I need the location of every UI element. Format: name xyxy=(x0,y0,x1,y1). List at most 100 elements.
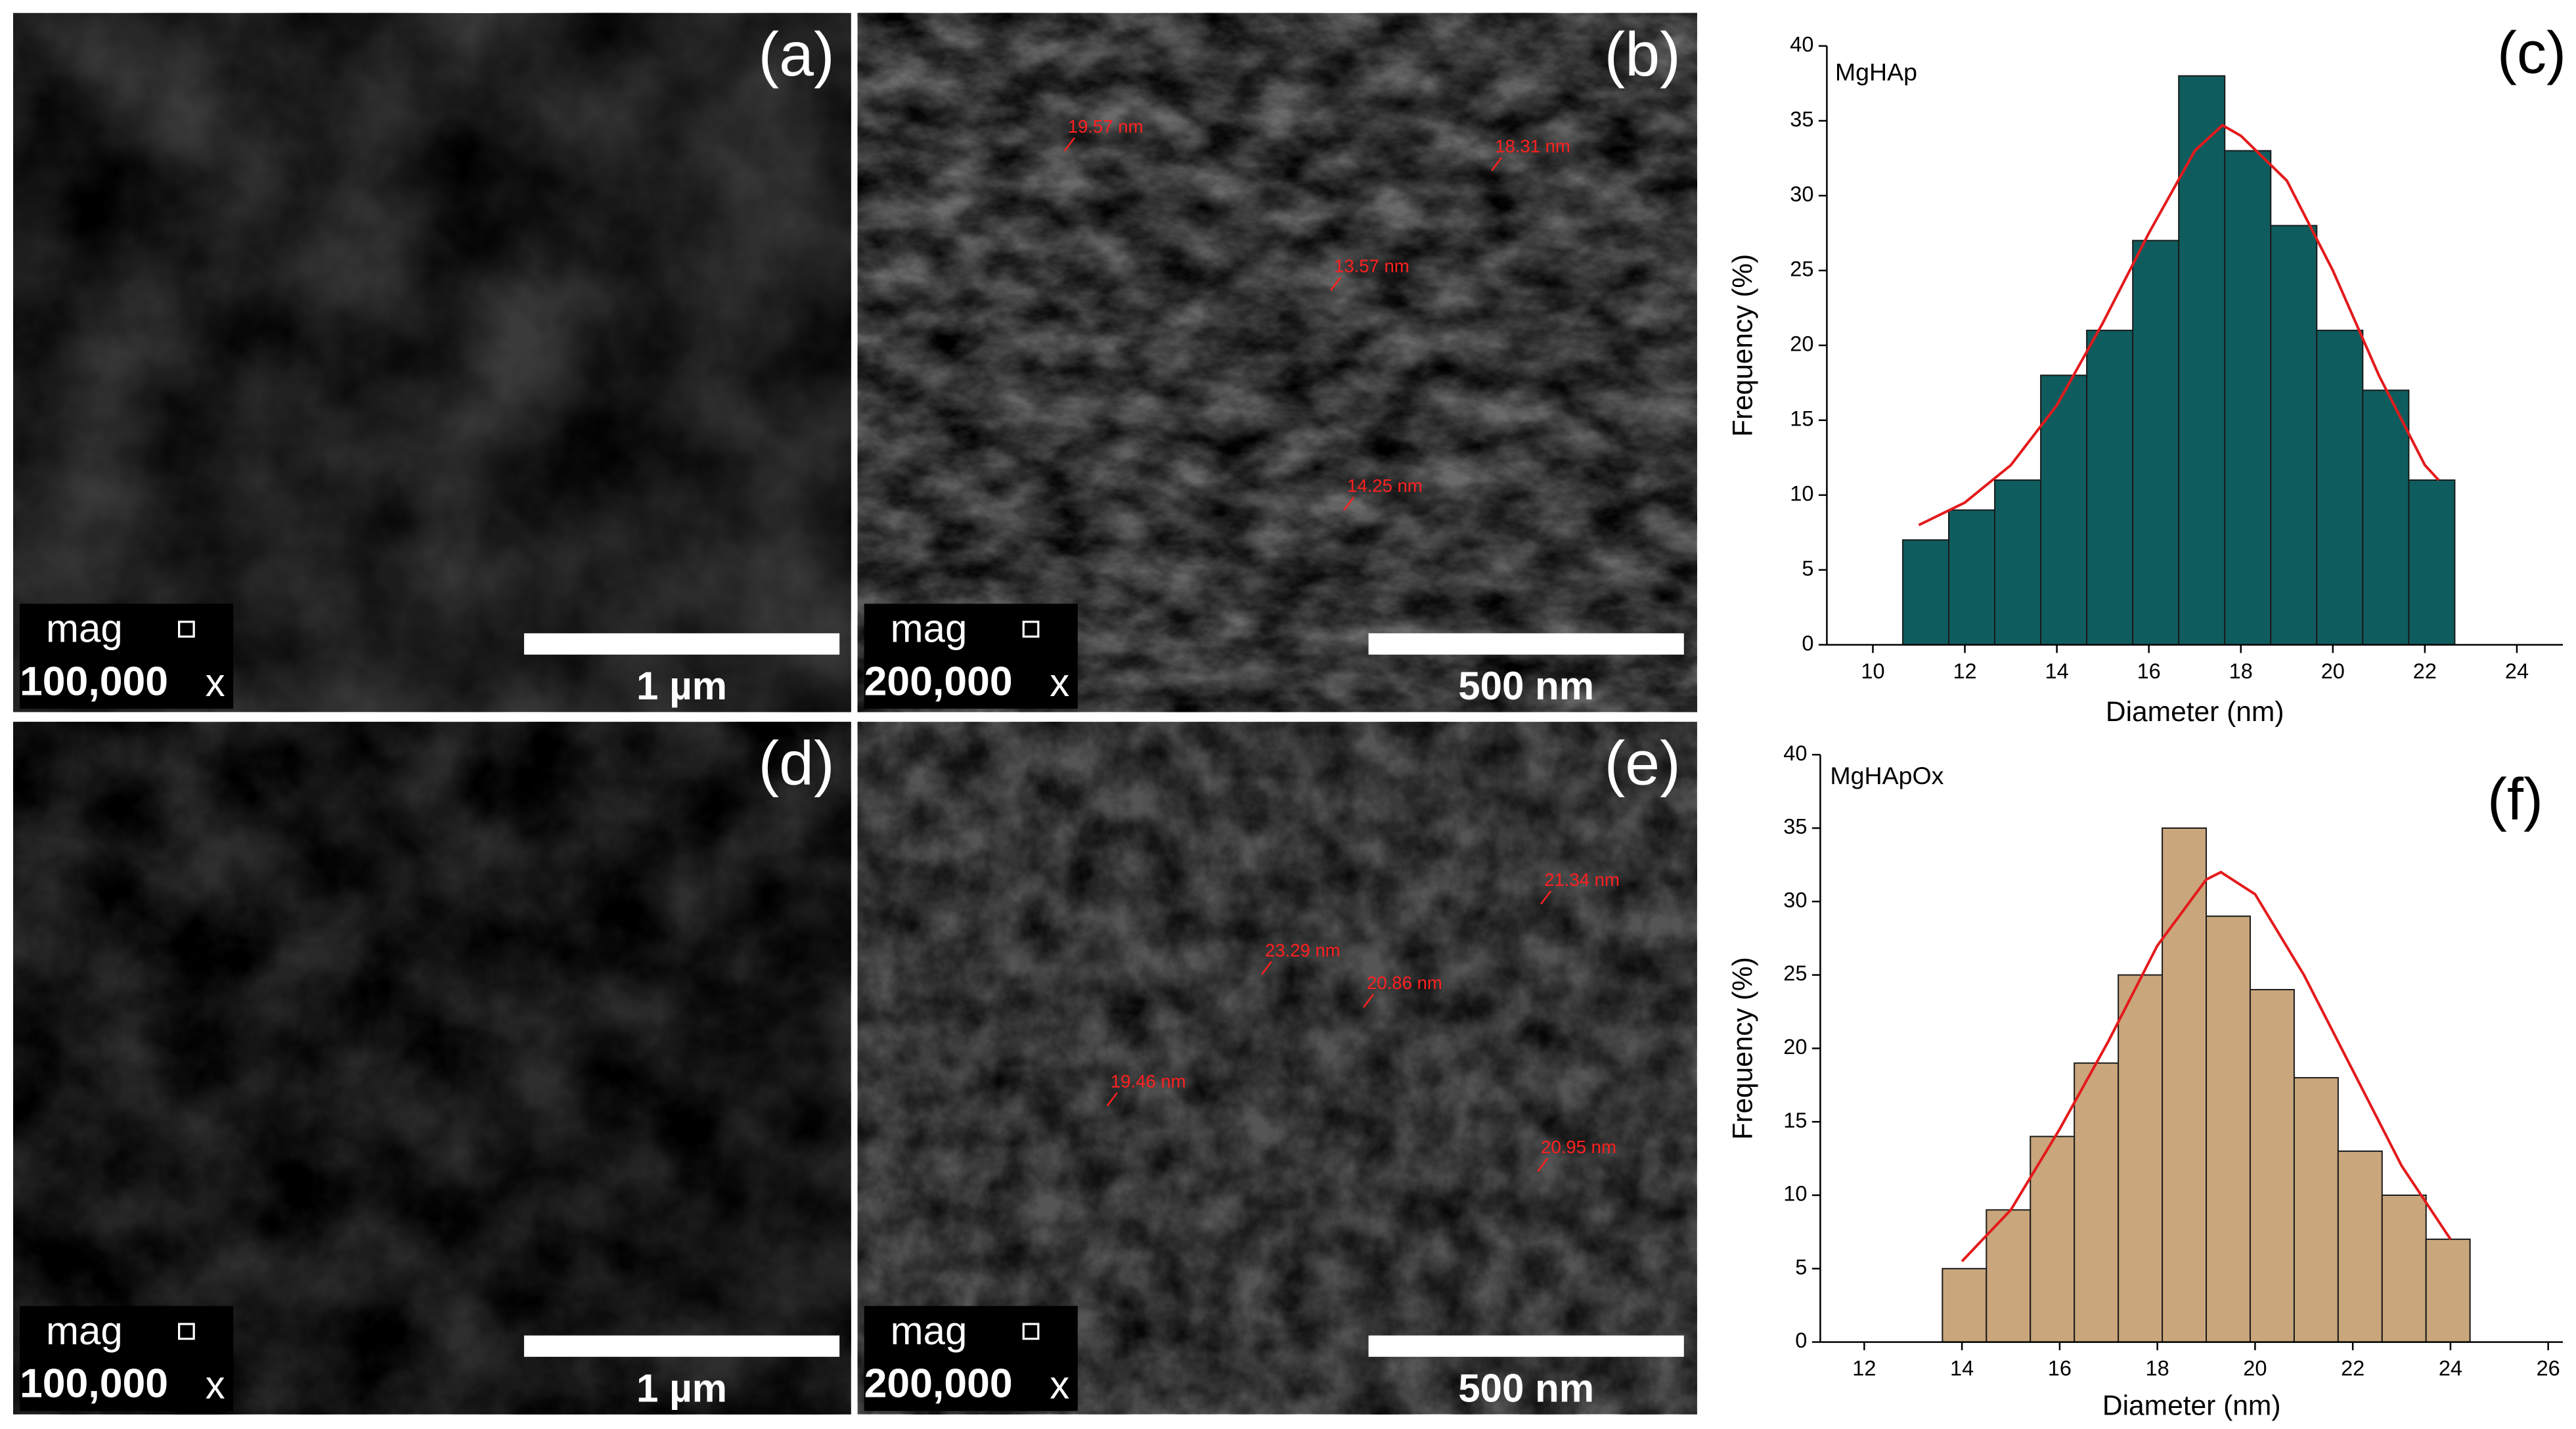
mag-box xyxy=(864,604,1078,709)
measurement: 20.86 nm xyxy=(1367,973,1442,993)
histogram-bar xyxy=(2293,1077,2339,1343)
histogram-bar xyxy=(2030,1135,2076,1343)
sem-image-texture xyxy=(13,12,851,713)
mag-box xyxy=(864,1306,1078,1411)
x-tick-label: 22 xyxy=(2341,1357,2365,1380)
y-tick-label: 40 xyxy=(1790,33,1813,56)
measure-line xyxy=(1063,137,1075,152)
scale-bar-label: 1 µm xyxy=(636,1366,727,1410)
histogram-bar xyxy=(2270,225,2318,646)
mag-value: 100,000 xyxy=(20,658,168,704)
histogram-bar xyxy=(2206,915,2251,1343)
histogram-bar xyxy=(2118,974,2164,1343)
mag-icon xyxy=(1022,1323,1040,1340)
histogram-bar xyxy=(2178,75,2226,646)
mag-unit: x xyxy=(1050,661,1069,705)
mag-label: mag xyxy=(46,607,123,651)
x-tick-label: 24 xyxy=(2505,659,2529,683)
histogram-bar xyxy=(2249,988,2295,1343)
y-tick-label: 0 xyxy=(1795,1329,1807,1352)
histogram-bar xyxy=(1948,509,1996,646)
x-tick-label: 18 xyxy=(2146,1357,2169,1380)
scale-bar xyxy=(1368,633,1684,655)
x-tick-label: 20 xyxy=(2243,1357,2267,1380)
y-tick-label: 5 xyxy=(1795,1255,1807,1279)
sem-panels: (a) mag 100,000 x 1 µm (b) mag 200,000 x 500 nm 19… xyxy=(13,12,1697,1415)
panel-label: (d) xyxy=(758,728,834,798)
mag-box xyxy=(20,1306,234,1411)
histogram-bar xyxy=(2162,827,2208,1343)
annotation: MgHAp xyxy=(1835,58,1917,85)
histogram-bar xyxy=(2337,1150,2383,1343)
mag-icon xyxy=(178,621,195,638)
y-tick-label: 30 xyxy=(1790,183,1813,206)
x-axis-label: Diameter (nm) xyxy=(2102,1391,2281,1422)
annotation: MgHApOx xyxy=(1830,762,1943,789)
y-tick-label: 10 xyxy=(1790,481,1813,505)
panel-label: (a) xyxy=(758,20,834,89)
histogram-bar xyxy=(1901,539,1950,646)
x-tick-label: 12 xyxy=(1852,1357,1876,1380)
measure-line xyxy=(1537,1158,1549,1172)
measurement: 19.46 nm xyxy=(1111,1071,1186,1091)
measure-line xyxy=(1363,994,1375,1008)
y-tick-label: 15 xyxy=(1783,1109,1807,1132)
mag-box xyxy=(20,604,234,709)
scale-bar xyxy=(1368,1335,1684,1357)
x-tick-label: 26 xyxy=(2537,1357,2560,1380)
x-tick-label: 16 xyxy=(2048,1357,2072,1380)
sem-image-texture xyxy=(13,722,851,1415)
x-tick-label: 10 xyxy=(1861,659,1884,683)
scale-bar-label: 500 nm xyxy=(1458,1366,1594,1410)
panel-label: (e) xyxy=(1605,728,1681,798)
y-tick-label: 40 xyxy=(1783,741,1807,765)
y-tick-label: 20 xyxy=(1790,332,1813,355)
measurement: 18.31 nm xyxy=(1495,136,1570,156)
histogram-bar xyxy=(2408,479,2456,646)
y-tick-label: 30 xyxy=(1783,888,1807,912)
histogram-bar xyxy=(2362,389,2410,646)
sem-image-texture xyxy=(857,722,1697,1415)
y-tick-label: 35 xyxy=(1790,108,1813,131)
histogram-bar xyxy=(2074,1062,2120,1343)
histogram-bar xyxy=(1986,1209,2032,1343)
panel-label: (b) xyxy=(1605,20,1681,89)
x-tick-label: 24 xyxy=(2439,1357,2462,1380)
histogram-bar xyxy=(1994,479,2042,646)
mag-unit: x xyxy=(206,1363,225,1407)
x-axis-label: Diameter (nm) xyxy=(2106,697,2284,728)
measurement: 14.25 nm xyxy=(1347,475,1423,496)
histogram-bar xyxy=(1942,1267,1988,1343)
fit-curve xyxy=(1961,870,2452,1262)
histogram-bar xyxy=(2132,240,2180,646)
histogram-bar xyxy=(2040,374,2088,646)
histogram-bar xyxy=(2224,150,2272,646)
y-axis-label: Frequency (%) xyxy=(1728,957,1759,1139)
mag-label: mag xyxy=(891,607,967,651)
measure-line xyxy=(1106,1092,1118,1107)
y-tick-label: 25 xyxy=(1790,257,1813,280)
measure-line xyxy=(1491,157,1503,171)
x-tick-label: 22 xyxy=(2413,659,2437,683)
mag-unit: x xyxy=(1050,1363,1069,1407)
mag-icon xyxy=(178,1323,195,1340)
x-tick-label: 18 xyxy=(2229,659,2253,683)
mag-label: mag xyxy=(46,1309,123,1353)
fit-curve xyxy=(1918,123,2440,527)
x-tick-label: 14 xyxy=(2045,659,2069,683)
mag-value: 100,000 xyxy=(20,1361,168,1407)
measurement: 20.95 nm xyxy=(1541,1137,1616,1157)
panel-label: (c) xyxy=(2497,20,2566,86)
y-axis-label: Frequency (%) xyxy=(1728,254,1759,437)
measurement: 21.34 nm xyxy=(1544,869,1620,890)
y-tick-label: 5 xyxy=(1802,556,1813,580)
sem-image-texture xyxy=(857,12,1697,713)
histogram-bar xyxy=(2316,330,2364,646)
x-tick-label: 16 xyxy=(2137,659,2161,683)
mag-label: mag xyxy=(891,1309,967,1353)
measure-line xyxy=(1540,890,1552,905)
measure-line xyxy=(1330,276,1342,291)
measurement: 23.29 nm xyxy=(1265,940,1341,960)
